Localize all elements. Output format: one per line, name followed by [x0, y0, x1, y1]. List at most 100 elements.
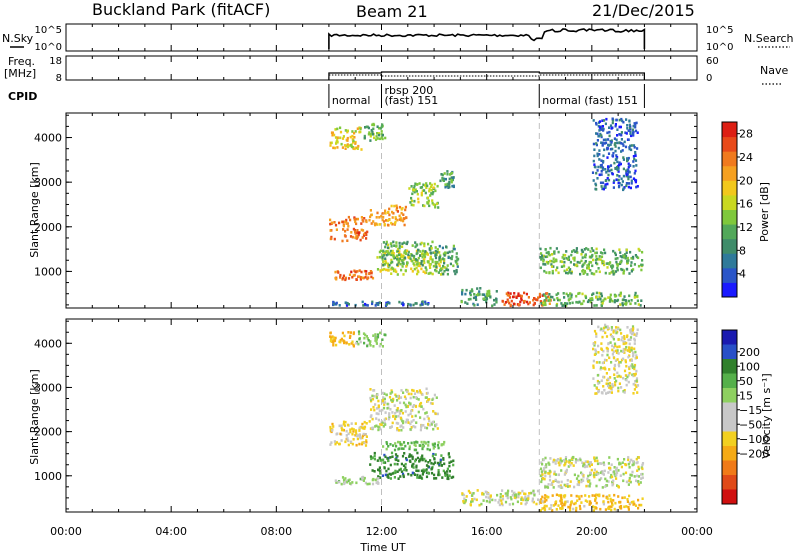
data-cell	[476, 287, 479, 290]
data-cell	[624, 254, 628, 258]
data-cell	[371, 302, 374, 306]
data-cell	[448, 182, 451, 185]
data-cell	[407, 302, 410, 306]
data-cell	[444, 474, 447, 477]
data-cell	[371, 300, 374, 304]
data-cell	[610, 168, 613, 172]
data-cell	[610, 463, 613, 466]
data-cell	[410, 203, 413, 207]
data-cell	[630, 148, 633, 152]
data-cell	[495, 297, 498, 301]
data-cell	[569, 463, 572, 467]
data-cell	[552, 265, 555, 268]
data-cell	[434, 254, 437, 257]
data-cell	[622, 158, 625, 161]
data-cell	[493, 303, 496, 306]
data-cell	[587, 462, 590, 466]
colorbar-swatch	[722, 417, 737, 432]
data-cell	[622, 167, 625, 171]
data-cell	[370, 271, 373, 275]
data-cell	[564, 501, 567, 505]
data-cell	[418, 389, 421, 392]
data-cell	[632, 177, 635, 180]
data-cell	[345, 341, 348, 345]
data-cell	[501, 299, 504, 303]
data-cell	[406, 390, 409, 393]
data-cell	[584, 255, 587, 259]
data-cell	[518, 294, 521, 297]
data-cell	[348, 478, 351, 482]
data-cell	[630, 474, 633, 477]
data-cell	[398, 218, 401, 221]
data-cell	[544, 456, 547, 460]
data-cell	[540, 300, 543, 303]
data-cell	[557, 504, 560, 507]
data-cell	[623, 140, 626, 144]
data-cell	[542, 293, 545, 296]
data-cell	[604, 331, 607, 335]
data-cell	[611, 483, 614, 486]
data-cell	[600, 159, 603, 162]
data-cell	[570, 461, 573, 465]
data-cell	[578, 497, 581, 501]
data-cell	[349, 428, 352, 431]
data-cell	[369, 215, 372, 219]
data-cell	[387, 265, 390, 269]
data-cell	[362, 332, 366, 335]
data-cell	[508, 296, 512, 299]
data-cell	[629, 501, 632, 505]
data-cell	[340, 482, 343, 486]
data-cell	[442, 469, 445, 473]
data-cell	[425, 182, 428, 185]
data-cell	[507, 489, 510, 493]
data-cell	[599, 462, 602, 465]
data-cell	[601, 470, 604, 473]
data-cell	[422, 249, 425, 253]
data-cell	[620, 267, 623, 271]
data-cell	[587, 480, 590, 484]
data-cell	[443, 269, 446, 273]
data-cell	[541, 294, 544, 297]
data-cell	[614, 251, 617, 255]
data-cell	[626, 261, 629, 264]
data-cell	[418, 182, 421, 185]
data-cell	[543, 269, 546, 273]
colorbar-tick-label: 16	[739, 198, 753, 211]
data-cell	[441, 173, 444, 177]
data-cell	[370, 222, 373, 225]
data-cell	[381, 123, 384, 126]
data-cell	[439, 458, 442, 462]
data-cell	[595, 121, 598, 125]
data-cell	[547, 295, 550, 299]
data-cell	[541, 477, 545, 480]
data-cell	[540, 252, 543, 255]
data-cell	[631, 325, 635, 328]
data-cell	[618, 133, 621, 136]
data-cell	[595, 507, 598, 510]
data-cell	[421, 263, 424, 267]
data-cell	[348, 336, 352, 339]
data-cell	[446, 264, 449, 267]
data-cell	[381, 408, 384, 412]
data-cell	[610, 508, 613, 512]
data-cell	[626, 349, 630, 352]
data-cell	[623, 302, 626, 306]
data-cell	[597, 382, 600, 385]
data-cell	[365, 439, 368, 442]
data-cell	[335, 441, 338, 444]
data-cell	[414, 241, 417, 244]
data-cell	[612, 273, 615, 276]
data-cell	[630, 332, 633, 336]
data-cell	[334, 270, 337, 274]
data-cell	[593, 163, 596, 166]
data-cell	[577, 292, 580, 295]
data-cell	[411, 465, 414, 468]
data-cell	[595, 387, 598, 390]
data-cell	[464, 292, 467, 296]
data-cell	[596, 459, 599, 463]
data-cell	[601, 353, 604, 357]
data-cell	[601, 361, 604, 365]
data-cell	[615, 351, 619, 354]
colorbar-swatch	[722, 489, 737, 505]
data-cell	[363, 427, 366, 430]
